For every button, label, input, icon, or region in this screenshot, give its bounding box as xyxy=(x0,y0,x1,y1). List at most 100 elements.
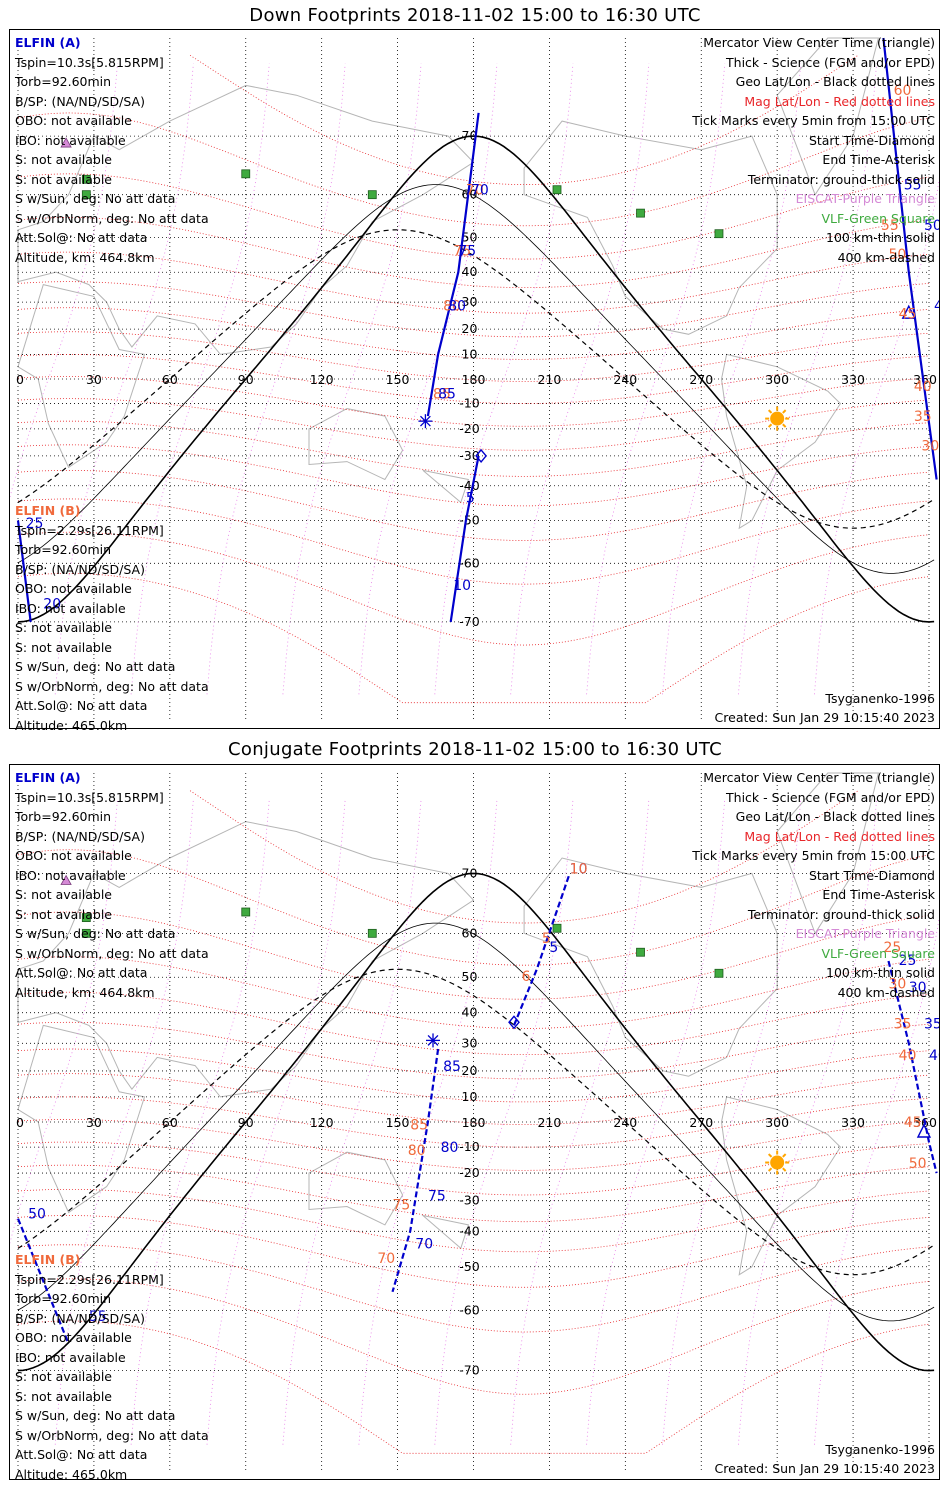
elfin-a-lines: Tspin=10.3s[5.815RPM] Torb=92.60min B/SP: … xyxy=(15,788,209,1000)
legend-line: EISCAT-Purple Triangle xyxy=(795,191,935,206)
x-tick-label: 60 xyxy=(162,372,178,387)
coastline xyxy=(17,84,475,355)
minute-label: 85 xyxy=(438,387,456,403)
elfin-b-lines: Tspin=2.29s[26.11RPM] Torb=92.60min B/SP: … xyxy=(15,1270,209,1482)
legend-line: Tick Marks every 5min from 15:00 UTC xyxy=(692,848,935,863)
elfin-a-info: ELFIN (A) Tspin=10.3s[5.815RPM] Torb=92.6… xyxy=(15,33,209,265)
sun-ray xyxy=(767,1167,773,1172)
minute-label: 10 xyxy=(453,578,471,594)
minute-label: 10 xyxy=(570,861,588,877)
info-line: S: not available xyxy=(15,171,112,187)
mag-lat-label: 70 xyxy=(377,1251,395,1267)
x-tick-label: 270 xyxy=(689,372,713,387)
mag-meridian xyxy=(586,63,726,695)
legend-line: 100 km-thin solid xyxy=(826,965,935,980)
info-line: B/SP: (NA/ND/SD/SA) xyxy=(15,1310,145,1326)
model-label: Tsyganenko-1996 xyxy=(825,1442,935,1457)
y-tick-label: 10 xyxy=(462,1089,478,1104)
minute-label: 75 xyxy=(428,1189,446,1205)
elfin-b-info: ELFIN (B) Tspin=2.29s[26.11RPM] Torb=92.6… xyxy=(15,501,209,733)
start-diamond xyxy=(508,1015,520,1030)
legend-line: Start Time-Diamond xyxy=(808,132,935,148)
info-line: OBO: not available xyxy=(15,1330,132,1345)
vlf-site xyxy=(81,928,91,938)
x-tick-label: 210 xyxy=(537,372,561,387)
x-tick-label: 270 xyxy=(689,1115,713,1130)
info-line: S w/Sun, deg: No att data xyxy=(15,191,176,206)
mag-meridian xyxy=(434,63,574,695)
mag-parallel xyxy=(17,307,930,360)
legend-line: Geo Lat/Lon - Black dotted lines xyxy=(735,74,935,89)
x-tick-label: 150 xyxy=(386,1115,410,1130)
vlf-site xyxy=(714,968,724,978)
legend-line: Mag Lat/Lon - Red dotted lines xyxy=(744,828,935,844)
legend: Mercator View Center Time (triangle) Thic… xyxy=(692,33,935,267)
sun-icon xyxy=(770,411,785,426)
coastline xyxy=(308,407,404,481)
y-tick-label: 60 xyxy=(462,187,478,202)
mag-meridian xyxy=(130,63,270,695)
track-line xyxy=(887,960,938,1174)
y-tick-label: 30 xyxy=(462,1035,478,1050)
y-tick-label: 70 xyxy=(462,865,478,880)
terminator-100km xyxy=(17,184,935,574)
vlf-site xyxy=(636,947,645,957)
mag-parallel xyxy=(17,498,930,585)
info-line: OBO: not available xyxy=(15,113,132,128)
info-line: Att.Sol@: No att data xyxy=(15,698,148,713)
legend: Mercator View Center Time (triangle) Thic… xyxy=(692,768,935,1002)
vlf-site xyxy=(81,913,91,923)
y-tick-label: -50 xyxy=(459,512,479,527)
y-tick-label: -30 xyxy=(459,1193,479,1208)
legend-line: 400 km-dashed xyxy=(837,249,935,265)
y-tick-label: 10 xyxy=(462,346,478,361)
legend-line: Thick - Science (FGM and/or EPD) xyxy=(726,54,935,70)
mag-parallel xyxy=(17,1048,930,1103)
minute-label: 20 xyxy=(43,596,61,612)
info-line: S w/Sun, deg: No att data xyxy=(15,659,176,674)
info-line: Torb=92.60min xyxy=(15,74,112,89)
info-line: Torb=92.60min xyxy=(15,542,112,557)
mag-parallel xyxy=(17,216,930,288)
y-tick-label: -20 xyxy=(459,421,479,436)
mag-parallel xyxy=(17,1244,930,1333)
y-tick-label: 40 xyxy=(462,264,478,279)
mag-parallel xyxy=(17,1021,930,1080)
minute-label: 80 xyxy=(443,298,461,314)
panel-title-conjugate: Conjugate Footprints 2018-11-02 15:00 to… xyxy=(228,739,722,760)
info-line: Tspin=2.29s[26.11RPM] xyxy=(15,522,164,538)
info-line: Altitude, km: 464.8km xyxy=(15,984,155,1000)
track-line xyxy=(882,37,938,480)
vlf-site xyxy=(367,928,377,938)
y-tick-label: 70 xyxy=(462,128,478,143)
vlf-site xyxy=(241,169,251,179)
sun-icon xyxy=(770,1155,785,1170)
panel-title-down: Down Footprints 2018-11-02 15:00 to 16:3… xyxy=(249,5,701,26)
minute-label: 80 xyxy=(448,298,466,314)
mag-lat-label: 50 xyxy=(889,247,907,263)
x-tick-label: 0 xyxy=(16,1115,24,1130)
eiscat-site xyxy=(60,137,72,148)
y-tick-label: 50 xyxy=(462,230,478,245)
info-line: Att.Sol@: No att data xyxy=(15,230,148,245)
mag-labels: 60 55 50 45 40 35 30 xyxy=(881,83,939,454)
y-tick-label: -60 xyxy=(459,1303,479,1318)
elfin-a-lines: Tspin=10.3s[5.815RPM] Torb=92.60min B/SP: … xyxy=(15,53,209,265)
x-tick-label: 240 xyxy=(613,372,637,387)
x-tick-label: 330 xyxy=(841,1115,865,1130)
mag-lat-label: 30 xyxy=(889,977,907,993)
info-line: IBO: not available xyxy=(15,132,126,148)
mag-lat-label: 40 xyxy=(914,379,932,395)
legend-line: Terminator: ground-thick solid xyxy=(747,171,935,187)
footprint-map-down: 0 30 60 90 120 150 180 210 240 270 300 330 360 -70 -60… xyxy=(10,37,939,720)
mag-parallel xyxy=(17,420,930,477)
legend-line: End Time-Asterisk xyxy=(822,887,935,902)
sun-ray xyxy=(767,423,773,428)
mag-parallel xyxy=(17,173,930,260)
track-elfin-a-: 85 80 75 70 xyxy=(391,1033,461,1293)
coastline xyxy=(720,1096,842,1276)
map-panel-conjugate: 0 30 60 90 120 150 180 210 240 270 300 330 360 -70 -60… xyxy=(9,764,940,1482)
y-tick-label: -20 xyxy=(459,1165,479,1180)
mag-meridian xyxy=(662,63,802,695)
mag-meridian xyxy=(510,63,650,695)
